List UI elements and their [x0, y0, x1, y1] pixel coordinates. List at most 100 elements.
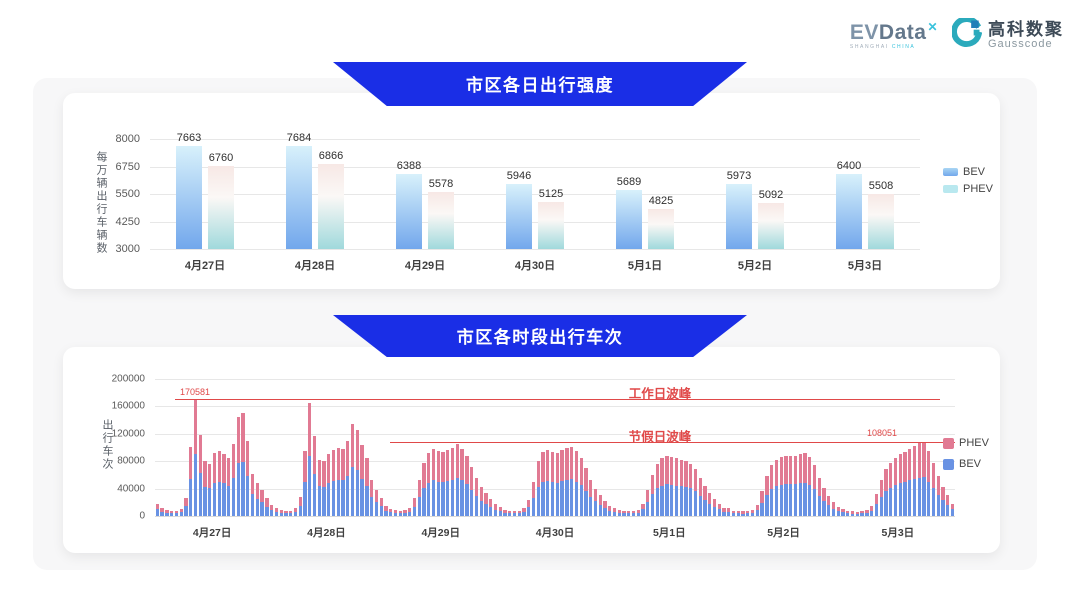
gridline [150, 221, 920, 223]
phev-stack-bar [269, 505, 274, 511]
phev-stack-bar [641, 503, 645, 510]
phev-stack-bar [527, 499, 531, 508]
phev-stack-bar [936, 476, 940, 495]
phev-stack-bar [798, 454, 802, 484]
phev-stack-bar [503, 509, 507, 513]
bev-stack-bar [555, 482, 559, 516]
chart2-title: 市区各时段出行车次 [456, 327, 624, 347]
y-tick-label: 3000 [115, 243, 140, 255]
phev-stack-bar [884, 469, 888, 492]
bev-stack-bar [427, 482, 431, 516]
bev-stack-bar [731, 513, 736, 516]
phev-stack-bar [460, 448, 464, 481]
phev-stack-bar [193, 399, 198, 455]
bev-stack-bar [265, 506, 269, 516]
phev-stack-bar [155, 503, 159, 510]
bev-stack-bar [841, 512, 845, 516]
bev-stack-bar [269, 510, 274, 516]
holiday-peak-line [390, 441, 955, 443]
bev-stack-bar [531, 497, 536, 516]
phev-stack-bar [593, 488, 598, 502]
phev-stack-bar [303, 450, 307, 482]
phev-stack-bar [517, 510, 521, 514]
bev-stack-bar [769, 489, 774, 516]
bev-stack-bar [898, 483, 902, 516]
phev-stack-bar [684, 461, 688, 487]
bev-stack-bar [584, 490, 588, 516]
bev-stack-bar [741, 513, 745, 516]
x-axis-date-label: 5月2日 [737, 260, 773, 272]
bev-stack-bar [708, 504, 712, 516]
bev-stack-bar [574, 481, 579, 516]
phev-value-label: 5125 [538, 188, 564, 201]
bev-stack-bar [431, 480, 436, 516]
y-tick-label: 120000 [111, 428, 145, 440]
phev-stack-bar [498, 507, 502, 512]
phev-stack-bar [622, 510, 626, 514]
phev-stack-bar [584, 468, 588, 491]
bev-stack-bar [565, 480, 569, 516]
phev-stack-bar [717, 503, 721, 510]
legend-label: BEV [959, 458, 982, 470]
phev-stack-bar [712, 498, 717, 507]
bev-stack-bar [303, 481, 307, 516]
bev-stack-bar [789, 484, 793, 516]
phev-stack-bar [841, 509, 845, 513]
phev-stack-bar [560, 450, 564, 482]
workday-peak-line [175, 399, 940, 401]
bev-stack-bar [808, 484, 812, 516]
chart1-legend: BEV PHEV [943, 166, 993, 195]
bev-stack-bar [289, 513, 293, 516]
bev-stack-bar [946, 505, 950, 516]
bev-stack-bar [465, 484, 469, 516]
bev-stack-bar [941, 500, 945, 516]
chart1-y-axis-label: 每万辆出行车辆数 [95, 151, 107, 255]
phev-stack-bar [493, 504, 498, 510]
bev-stack-bar [231, 477, 236, 516]
phev-stack-bar [174, 510, 179, 514]
phev-stack-bar [755, 505, 759, 511]
phev-stack-bar [898, 454, 902, 484]
phev-stack-bar [950, 503, 955, 510]
phev-stack-bar [608, 505, 612, 511]
phev-stack-bar [189, 446, 193, 480]
x-axis-date-label: 4月29日 [404, 260, 446, 272]
x-axis-date-label: 4月28日 [294, 260, 336, 272]
phev-stack-bar [203, 461, 207, 487]
phev-stack-bar [217, 450, 221, 482]
phev-stack-bar [250, 473, 255, 494]
phev-stack-bar [850, 511, 855, 514]
bev-stack-bar [536, 486, 540, 516]
x-axis-date-label: 4月30日 [514, 260, 556, 272]
bev-stack-bar [174, 513, 179, 516]
phev-stack-bar [403, 510, 407, 513]
phev-stack-bar [779, 457, 783, 485]
bev-stack-bar [884, 491, 888, 516]
gridline [155, 379, 955, 380]
bev-stack-bar [179, 512, 183, 516]
phev-bar [538, 202, 564, 249]
phev-stack-bar [469, 466, 474, 490]
x-axis-date-label: 4月29日 [421, 527, 460, 539]
bev-stack-bar [389, 512, 393, 516]
legend-swatch [943, 185, 958, 193]
bev-bar [616, 189, 642, 249]
phev-stack-bar [784, 455, 788, 485]
phev-stack-bar [346, 440, 350, 477]
phev-stack-bar [484, 493, 488, 505]
gausscode-en-name: Gausscode [988, 37, 1053, 50]
bev-stack-bar [327, 483, 331, 516]
bev-value-label: 5689 [616, 175, 642, 188]
chart2-title-banner: 市区各时段出行车次 [333, 315, 747, 357]
bev-stack-bar [927, 481, 931, 516]
bev-stack-bar [912, 478, 917, 516]
bev-stack-bar [436, 481, 440, 516]
x-axis-date-label: 4月27日 [192, 527, 232, 539]
bev-stack-bar [365, 485, 369, 516]
bev-stack-bar [341, 480, 345, 516]
phev-stack-bar [722, 507, 726, 512]
phev-stack-bar [308, 403, 312, 457]
bev-stack-bar [827, 505, 831, 516]
phev-stack-bar [412, 498, 417, 507]
